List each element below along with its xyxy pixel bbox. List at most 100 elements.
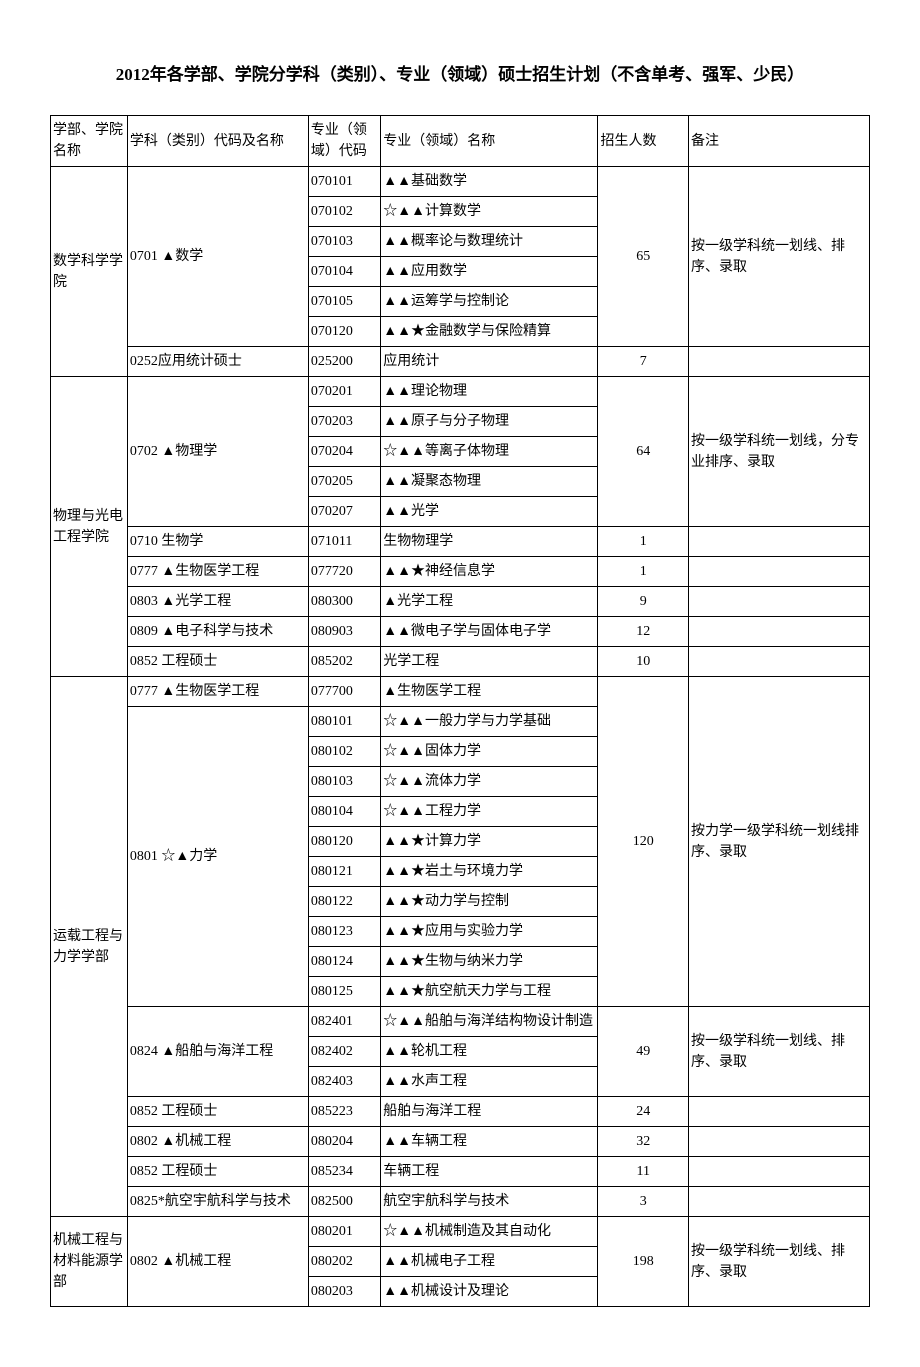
cell-discipline: 0701 ▲数学: [127, 167, 308, 347]
cell-code: 070203: [308, 407, 380, 437]
cell-count: 7: [598, 347, 688, 377]
cell-discipline: 0809 ▲电子科学与技术: [127, 617, 308, 647]
cell-count: 11: [598, 1157, 688, 1187]
cell-code: 080103: [308, 767, 380, 797]
cell-major: ▲▲★动力学与控制: [381, 887, 598, 917]
cell-code: 080121: [308, 857, 380, 887]
cell-code: 070105: [308, 287, 380, 317]
table-row: 0824 ▲船舶与海洋工程082401☆▲▲船舶与海洋结构物设计制造49按一级学…: [51, 1007, 870, 1037]
cell-count: 24: [598, 1097, 688, 1127]
cell-code: 080124: [308, 947, 380, 977]
cell-major: ▲▲光学: [381, 497, 598, 527]
cell-discipline: 0777 ▲生物医学工程: [127, 677, 308, 707]
cell-dept: 机械工程与材料能源学部: [51, 1217, 128, 1307]
cell-code: 077720: [308, 557, 380, 587]
header-count: 招生人数: [598, 116, 688, 167]
cell-code: 080203: [308, 1277, 380, 1307]
cell-major: ☆▲▲流体力学: [381, 767, 598, 797]
cell-major: ☆▲▲机械制造及其自动化: [381, 1217, 598, 1247]
cell-major: ☆▲▲一般力学与力学基础: [381, 707, 598, 737]
cell-discipline: 0824 ▲船舶与海洋工程: [127, 1007, 308, 1097]
cell-code: 077700: [308, 677, 380, 707]
cell-code: 080204: [308, 1127, 380, 1157]
cell-major: ▲▲凝聚态物理: [381, 467, 598, 497]
cell-major: 车辆工程: [381, 1157, 598, 1187]
cell-discipline: 0852 工程硕士: [127, 1097, 308, 1127]
cell-discipline: 0702 ▲物理学: [127, 377, 308, 527]
cell-code: 085234: [308, 1157, 380, 1187]
cell-note: 按一级学科统一划线、排序、录取: [688, 1007, 869, 1097]
cell-count: 1: [598, 527, 688, 557]
cell-major: 应用统计: [381, 347, 598, 377]
cell-note: [688, 647, 869, 677]
table-row: 0809 ▲电子科学与技术080903▲▲微电子学与固体电子学12: [51, 617, 870, 647]
cell-code: 085202: [308, 647, 380, 677]
cell-code: 082402: [308, 1037, 380, 1067]
header-discipline: 学科（类别）代码及名称: [127, 116, 308, 167]
table-row: 0852 工程硕士085234车辆工程11: [51, 1157, 870, 1187]
cell-discipline: 0802 ▲机械工程: [127, 1217, 308, 1307]
cell-note: 按一级学科统一划线、排序、录取: [688, 1217, 869, 1307]
cell-major: ▲▲★岩土与环境力学: [381, 857, 598, 887]
table-row: 0852 工程硕士085202光学工程10: [51, 647, 870, 677]
cell-code: 070204: [308, 437, 380, 467]
cell-count: 9: [598, 587, 688, 617]
table-header-row: 学部、学院名称 学科（类别）代码及名称 专业（领域）代码 专业（领域）名称 招生…: [51, 116, 870, 167]
cell-code: 070103: [308, 227, 380, 257]
cell-major: ▲▲★航空航天力学与工程: [381, 977, 598, 1007]
cell-count: 64: [598, 377, 688, 527]
cell-major: 光学工程: [381, 647, 598, 677]
cell-code: 080903: [308, 617, 380, 647]
cell-code: 080300: [308, 587, 380, 617]
cell-major: ☆▲▲计算数学: [381, 197, 598, 227]
cell-discipline: 0825*航空宇航科学与技术: [127, 1187, 308, 1217]
cell-code: 080123: [308, 917, 380, 947]
cell-note: [688, 587, 869, 617]
cell-code: 070101: [308, 167, 380, 197]
cell-dept: 运载工程与力学学部: [51, 677, 128, 1217]
cell-major: ☆▲▲工程力学: [381, 797, 598, 827]
cell-code: 085223: [308, 1097, 380, 1127]
cell-major: ▲▲★生物与纳米力学: [381, 947, 598, 977]
cell-major: ☆▲▲船舶与海洋结构物设计制造: [381, 1007, 598, 1037]
cell-note: [688, 527, 869, 557]
cell-code: 082401: [308, 1007, 380, 1037]
header-major: 专业（领域）名称: [381, 116, 598, 167]
cell-note: [688, 1127, 869, 1157]
cell-code: 070207: [308, 497, 380, 527]
cell-count: 12: [598, 617, 688, 647]
cell-note: 按一级学科统一划线，分专业排序、录取: [688, 377, 869, 527]
cell-count: 65: [598, 167, 688, 347]
table-row: 机械工程与材料能源学部0802 ▲机械工程080201☆▲▲机械制造及其自动化1…: [51, 1217, 870, 1247]
cell-major: 航空宇航科学与技术: [381, 1187, 598, 1217]
cell-note: [688, 617, 869, 647]
cell-count: 120: [598, 677, 688, 1007]
cell-count: 10: [598, 647, 688, 677]
table-body: 数学科学学院0701 ▲数学070101▲▲基础数学65按一级学科统一划线、排序…: [51, 167, 870, 1307]
cell-code: 080201: [308, 1217, 380, 1247]
cell-discipline: 0252应用统计硕士: [127, 347, 308, 377]
cell-major: ▲▲理论物理: [381, 377, 598, 407]
table-row: 0852 工程硕士085223船舶与海洋工程24: [51, 1097, 870, 1127]
cell-dept: 物理与光电工程学院: [51, 377, 128, 677]
page-title: 2012年各学部、学院分学科（类别）、专业（领域）硕士招生计划（不含单考、强军、…: [50, 60, 870, 85]
cell-code: 080120: [308, 827, 380, 857]
cell-major: ▲生物医学工程: [381, 677, 598, 707]
cell-major: ▲▲概率论与数理统计: [381, 227, 598, 257]
cell-note: 按一级学科统一划线、排序、录取: [688, 167, 869, 347]
table-row: 0802 ▲机械工程080204▲▲车辆工程32: [51, 1127, 870, 1157]
cell-note: [688, 1187, 869, 1217]
enrollment-table: 学部、学院名称 学科（类别）代码及名称 专业（领域）代码 专业（领域）名称 招生…: [50, 115, 870, 1307]
table-row: 0803 ▲光学工程080300▲光学工程9: [51, 587, 870, 617]
cell-count: 32: [598, 1127, 688, 1157]
cell-major: ▲▲水声工程: [381, 1067, 598, 1097]
header-note: 备注: [688, 116, 869, 167]
table-row: 物理与光电工程学院0702 ▲物理学070201▲▲理论物理64按一级学科统一划…: [51, 377, 870, 407]
cell-code: 071011: [308, 527, 380, 557]
cell-discipline: 0803 ▲光学工程: [127, 587, 308, 617]
cell-discipline: 0710 生物学: [127, 527, 308, 557]
cell-major: ▲▲机械电子工程: [381, 1247, 598, 1277]
table-row: 0710 生物学071011生物物理学1: [51, 527, 870, 557]
cell-note: [688, 347, 869, 377]
cell-code: 070201: [308, 377, 380, 407]
